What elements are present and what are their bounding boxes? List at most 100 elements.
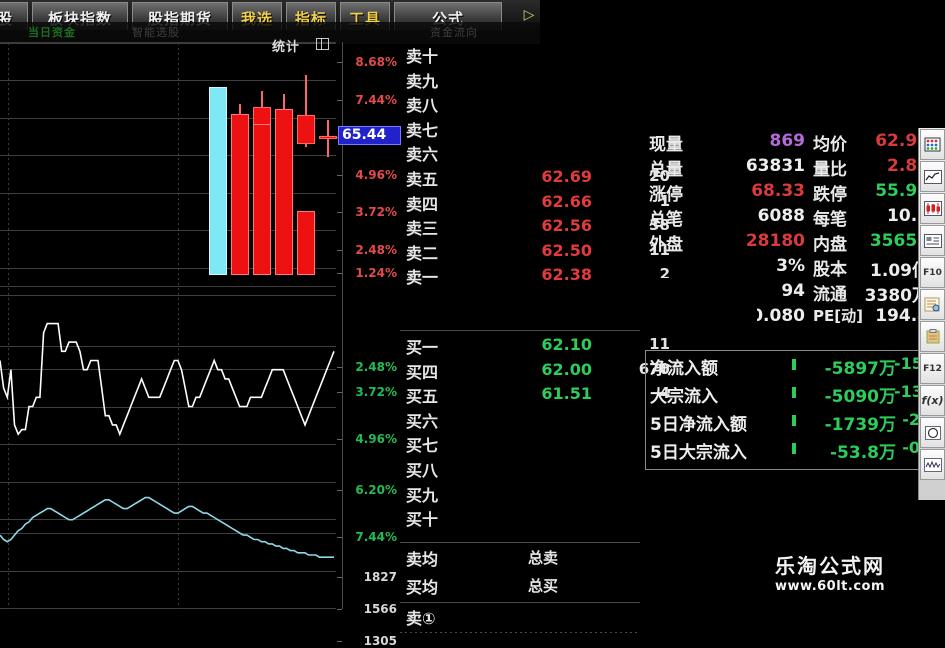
money-flow-label: 5日净流入额 <box>650 415 747 435</box>
order-book-row-buy[interactable]: 买九 <box>400 481 640 506</box>
order-book-row-buy[interactable]: 买八 <box>400 456 640 481</box>
order-book-row-sell[interactable]: 卖五 62.69 20 <box>400 165 670 190</box>
order-row-price: 62.38 <box>541 265 592 285</box>
order-row-price: 62.10 <box>541 335 592 354</box>
axis-tick-label: 3.72% <box>355 385 397 399</box>
money-flow-value: -53.8万 <box>830 443 896 463</box>
gridline <box>0 43 336 44</box>
book-divider <box>400 602 640 603</box>
axis-tick-label: 3.72% <box>355 205 397 219</box>
order-book-row-buy[interactable]: 买七 <box>400 431 640 456</box>
axis-tick <box>337 175 342 176</box>
quote-value-2: 55.91 <box>875 181 929 201</box>
book-divider <box>400 542 640 543</box>
order-book-row-sell[interactable]: 卖七 <box>400 116 640 141</box>
gridline <box>0 80 336 81</box>
chevron-right-icon[interactable]: ▷ <box>523 7 535 23</box>
report-icon[interactable] <box>920 225 945 256</box>
gridline <box>0 118 336 119</box>
order-book-row-sell[interactable]: 卖八 <box>400 91 640 116</box>
axis-tick <box>337 439 342 440</box>
gridline <box>0 407 336 408</box>
axis-tick-label: 1827 <box>363 570 397 584</box>
book-divider <box>400 330 640 331</box>
order-book-row-buy[interactable]: 买十 <box>400 505 640 530</box>
right-toolbar-rail[interactable]: F10 F12 f(x) <box>918 128 945 500</box>
book-footer-row[interactable]: 卖① <box>400 604 640 629</box>
chart-panel[interactable] <box>0 42 337 609</box>
f12-icon[interactable]: F12 <box>920 353 945 384</box>
order-row-label: 买四 <box>406 362 439 382</box>
quote-label: 总笔 <box>649 210 683 230</box>
quote-label: 涨停 <box>649 185 683 205</box>
abacus-icon[interactable] <box>920 129 945 160</box>
order-book-row-sell[interactable]: 卖六 <box>400 140 640 165</box>
money-flow-label: 5日大宗流入 <box>650 443 747 463</box>
order-row-price: 62.56 <box>541 216 592 236</box>
news-icon[interactable] <box>920 289 945 320</box>
order-book-row-sell[interactable]: 卖四 62.66 1 <box>400 190 670 215</box>
formula-label: f(x) <box>921 394 944 407</box>
order-row-label: 买十 <box>406 510 439 530</box>
order-book-row-sell[interactable]: 卖九 <box>400 67 640 92</box>
money-flow-marker <box>792 359 796 370</box>
watermark: 乐淘公式网 www.60lt.com <box>775 550 885 594</box>
axis-tick-label: 1305 <box>363 634 397 648</box>
wave-icon[interactable] <box>920 449 945 480</box>
f10-label: F10 <box>923 267 942 278</box>
quote-label: 总量 <box>649 160 683 180</box>
axis-rule <box>342 42 343 609</box>
quote-row: 外盘 28180 内盘 35651 <box>645 228 929 255</box>
volume-bar <box>297 211 315 275</box>
order-book-row-buy[interactable]: 买六 <box>400 407 640 432</box>
order-row-label: 卖七 <box>406 120 439 140</box>
avg-row-label: 买均 <box>406 578 439 597</box>
order-book-row-sell[interactable]: 卖十 <box>400 42 640 67</box>
quote-value: 28180 <box>745 231 805 251</box>
axis-tick <box>337 577 342 578</box>
order-row-volume: 11 <box>649 240 670 259</box>
money-flow-row: 净流入额 -5897万 -15% <box>646 351 939 379</box>
order-book-row-buy[interactable]: 买四 62.00 670 <box>400 358 670 383</box>
order-row-volume: 670 <box>638 359 670 378</box>
money-flow-label: 净流入额 <box>650 359 718 379</box>
order-book-row-sell[interactable]: 卖三 62.56 38 <box>400 214 670 239</box>
panel-toggle-icon[interactable] <box>316 38 329 50</box>
quote-value: 63831 <box>745 156 805 176</box>
quote-row: 总笔 6088 每笔 10.5 <box>645 203 929 230</box>
axis-tick <box>337 250 342 251</box>
clipboard-icon[interactable] <box>920 321 945 352</box>
formula-icon[interactable]: f(x) <box>920 385 945 416</box>
order-book-row-buy[interactable]: 买一 62.10 11 <box>400 333 670 358</box>
quote-label-2: 量比 <box>813 160 847 180</box>
money-flow-value: -5090万 <box>824 387 896 407</box>
gridline <box>0 482 336 483</box>
order-book-row-sell[interactable]: 卖一 62.38 2 <box>400 263 670 288</box>
f10-icon[interactable]: F10 <box>920 257 945 288</box>
quote-label-2: 内盘 <box>813 235 847 255</box>
quote-value-2: 3380万 <box>864 286 929 306</box>
order-row-price: 62.69 <box>541 167 592 186</box>
candlestick-icon[interactable] <box>920 193 945 224</box>
line-chart-icon[interactable] <box>920 161 945 192</box>
order-row-label: 买五 <box>406 387 439 407</box>
money-flow-value: -5897万 <box>824 359 896 379</box>
candle-body <box>297 115 315 144</box>
order-row-volume: 1 <box>659 191 670 210</box>
menu-ghost-left: 当日资金 <box>28 26 76 39</box>
minute-price-line <box>0 322 335 437</box>
order-book-row-sell[interactable]: 卖二 62.50 11 <box>400 239 670 264</box>
axis-tick <box>337 100 342 101</box>
quote-panel: 现量 869 均价 62.97 总量 63831 量比 2.80 涨停 68.33 跌停 55.91 总… <box>645 128 929 328</box>
gridline <box>0 268 336 269</box>
axis-tick <box>337 490 342 491</box>
quote-value: 6088 <box>757 206 805 226</box>
order-book-row-buy[interactable]: 买五 61.51 4 <box>400 382 670 407</box>
stat-label: 统计 <box>272 40 301 55</box>
quote-label-2: 股本 <box>813 260 847 280</box>
circle-icon[interactable] <box>920 417 945 448</box>
cursor-price-box: 65.44 <box>338 126 401 145</box>
axis-tick <box>337 641 342 642</box>
axis-tick-label: 4.96% <box>355 168 397 182</box>
